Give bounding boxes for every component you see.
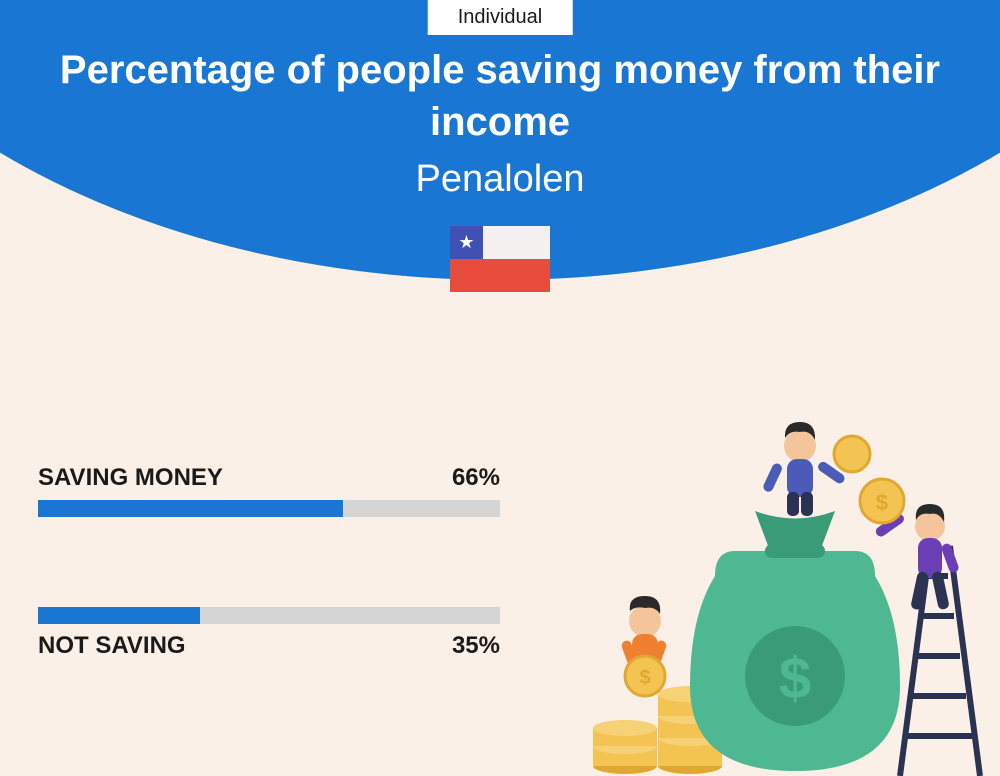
svg-text:$: $ xyxy=(779,646,811,711)
bar-track xyxy=(38,607,500,624)
bar-fill xyxy=(38,607,200,624)
bar-fill xyxy=(38,500,343,517)
svg-text:$: $ xyxy=(876,490,888,515)
savings-illustration: $ $ xyxy=(570,416,990,776)
bar-value: 66% xyxy=(452,464,500,492)
category-badge: Individual xyxy=(428,0,573,35)
bar-not-saving: NOT SAVING 35% xyxy=(38,607,500,660)
svg-text:$: $ xyxy=(639,667,650,689)
chile-flag-icon: ★ xyxy=(450,226,550,292)
bar-label: NOT SAVING xyxy=(38,632,186,660)
location-subtitle: Penalolen xyxy=(0,158,1000,201)
money-bag-icon: $ xyxy=(690,511,900,771)
bar-value: 35% xyxy=(452,632,500,660)
bar-saving-money: SAVING MONEY 66% xyxy=(38,464,500,517)
bar-label: SAVING MONEY xyxy=(38,464,223,492)
bar-track xyxy=(38,500,500,517)
person-top-icon xyxy=(762,422,870,516)
page-title: Percentage of people saving money from t… xyxy=(0,44,1000,148)
bars-section: SAVING MONEY 66% NOT SAVING 35% xyxy=(38,464,500,750)
person-sitting-icon: $ xyxy=(620,596,667,696)
